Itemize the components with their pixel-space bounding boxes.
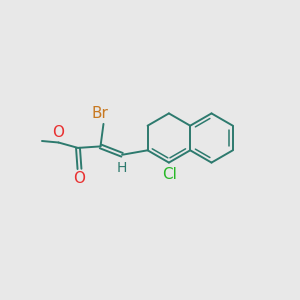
Text: H: H (117, 161, 127, 175)
Text: Cl: Cl (162, 167, 177, 182)
Text: O: O (74, 171, 86, 186)
Text: Br: Br (92, 106, 108, 122)
Text: O: O (52, 125, 64, 140)
